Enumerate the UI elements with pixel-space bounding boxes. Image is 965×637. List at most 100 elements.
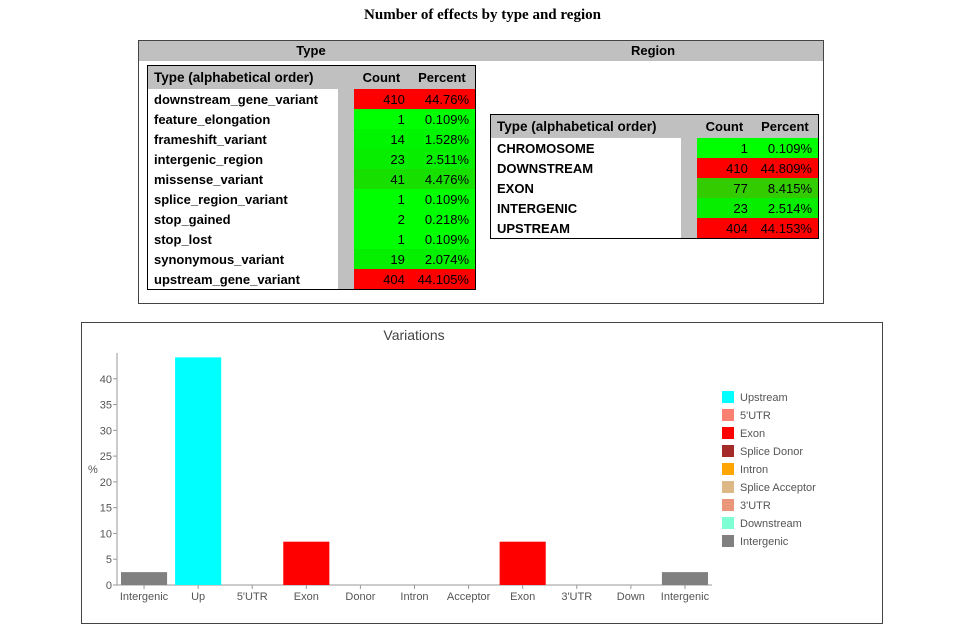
region-row-percent: 0.109%: [751, 138, 819, 158]
bar: [499, 541, 546, 585]
region-row: EXON 77 8.415%: [490, 178, 819, 198]
y-tick-label: 0: [106, 580, 112, 592]
y-tick-label: 15: [100, 503, 112, 515]
type-row-spacer: [337, 189, 354, 209]
type-col-name: Type (alphabetical order): [147, 65, 338, 89]
type-row-name: synonymous_variant: [147, 249, 338, 269]
type-row-percent: 44.105%: [408, 269, 476, 290]
region-col-count: Count: [696, 114, 752, 138]
type-row: frameshift_variant 14 1.528%: [147, 129, 476, 149]
region-row-spacer: [680, 218, 697, 239]
type-row: synonymous_variant 19 2.074%: [147, 249, 476, 269]
region-row-name: INTERGENIC: [490, 198, 681, 218]
x-tick-label: Acceptor: [447, 591, 491, 603]
legend-swatch: [722, 481, 734, 493]
region-row-name: UPSTREAM: [490, 218, 681, 239]
type-row-name: frameshift_variant: [147, 129, 338, 149]
legend-label: Exon: [740, 428, 765, 440]
type-row-percent: 2.511%: [408, 149, 476, 169]
type-row-spacer: [337, 129, 354, 149]
region-row-count: 410: [696, 158, 752, 178]
region-row: INTERGENIC 23 2.514%: [490, 198, 819, 218]
type-row: stop_gained 2 0.218%: [147, 209, 476, 229]
bar: [283, 541, 330, 585]
type-row-spacer: [337, 269, 354, 290]
legend-swatch: [722, 517, 734, 529]
region-header: Region: [483, 41, 823, 61]
y-tick-label: 10: [100, 528, 112, 540]
type-table: Type (alphabetical order) Count Percent …: [147, 65, 476, 290]
y-tick-label: 30: [100, 425, 112, 437]
x-tick-label: Down: [617, 591, 645, 603]
page-title: Number of effects by type and region: [364, 7, 601, 23]
y-tick-label: 40: [100, 374, 112, 386]
legend-label: Splice Donor: [740, 446, 803, 458]
type-row-count: 14: [353, 129, 409, 149]
type-row-count: 41: [353, 169, 409, 189]
y-tick-label: 5: [106, 554, 112, 566]
region-row-name: DOWNSTREAM: [490, 158, 681, 178]
y-tick-label: 20: [100, 477, 112, 489]
y-tick-label: 25: [100, 451, 112, 463]
bar: [175, 357, 222, 585]
type-row-count: 23: [353, 149, 409, 169]
type-row-percent: 2.074%: [408, 249, 476, 269]
type-row-count: 2: [353, 209, 409, 229]
x-tick-label: Up: [191, 591, 205, 603]
legend-label: Intergenic: [740, 536, 789, 548]
type-row: stop_lost 1 0.109%: [147, 229, 476, 249]
type-row: downstream_gene_variant 410 44.76%: [147, 89, 476, 109]
region-row-name: CHROMOSOME: [490, 138, 681, 158]
type-row-percent: 0.218%: [408, 209, 476, 229]
type-row-count: 410: [353, 89, 409, 109]
type-col-percent: Percent: [408, 65, 476, 89]
type-row: intergenic_region 23 2.511%: [147, 149, 476, 169]
type-row-name: feature_elongation: [147, 109, 338, 129]
summary-box: Type Region Type (alphabetical order) Co…: [138, 40, 824, 304]
type-row-spacer: [337, 209, 354, 229]
legend-swatch: [722, 427, 734, 439]
region-row-percent: 44.809%: [751, 158, 819, 178]
variations-chart: Variations 0 5 10 15 20 25 30 35 40% Intergenic Up 5…: [81, 322, 883, 624]
type-row-count: 1: [353, 189, 409, 209]
region-table: Type (alphabetical order) Count Percent …: [490, 114, 819, 239]
type-row-spacer: [337, 249, 354, 269]
legend-swatch: [722, 463, 734, 475]
type-row-name: stop_lost: [147, 229, 338, 249]
type-row-percent: 0.109%: [408, 109, 476, 129]
header-spacer: [680, 114, 697, 138]
type-row: upstream_gene_variant 404 44.105%: [147, 269, 476, 290]
legend-swatch: [722, 391, 734, 403]
region-col-name: Type (alphabetical order): [490, 114, 681, 138]
region-row: DOWNSTREAM 410 44.809%: [490, 158, 819, 178]
region-row-percent: 44.153%: [751, 218, 819, 239]
type-row-name: missense_variant: [147, 169, 338, 189]
type-row: feature_elongation 1 0.109%: [147, 109, 476, 129]
type-row: splice_region_variant 1 0.109%: [147, 189, 476, 209]
legend-label: Intron: [740, 464, 768, 476]
y-tick-label: 35: [100, 400, 112, 412]
type-row-spacer: [337, 169, 354, 189]
legend-swatch: [722, 535, 734, 547]
type-header: Type: [139, 41, 483, 61]
x-tick-label: Intergenic: [661, 591, 710, 603]
x-tick-label: Exon: [294, 591, 319, 603]
type-row-name: splice_region_variant: [147, 189, 338, 209]
region-row-count: 77: [696, 178, 752, 198]
y-axis-label: %: [88, 464, 98, 476]
chart-title: Variations: [383, 327, 444, 343]
legend-label: Splice Acceptor: [740, 482, 816, 494]
type-row-spacer: [337, 89, 354, 109]
type-row-percent: 0.109%: [408, 189, 476, 209]
legend-label: 3'UTR: [740, 500, 771, 512]
region-row-percent: 2.514%: [751, 198, 819, 218]
region-row: UPSTREAM 404 44.153%: [490, 218, 819, 239]
region-row-count: 1: [696, 138, 752, 158]
region-row-spacer: [680, 138, 697, 158]
region-row-spacer: [680, 158, 697, 178]
region-col-percent: Percent: [751, 114, 819, 138]
type-row-percent: 44.76%: [408, 89, 476, 109]
type-row-count: 404: [353, 269, 409, 290]
legend-label: Upstream: [740, 392, 788, 404]
type-row: missense_variant 41 4.476%: [147, 169, 476, 189]
